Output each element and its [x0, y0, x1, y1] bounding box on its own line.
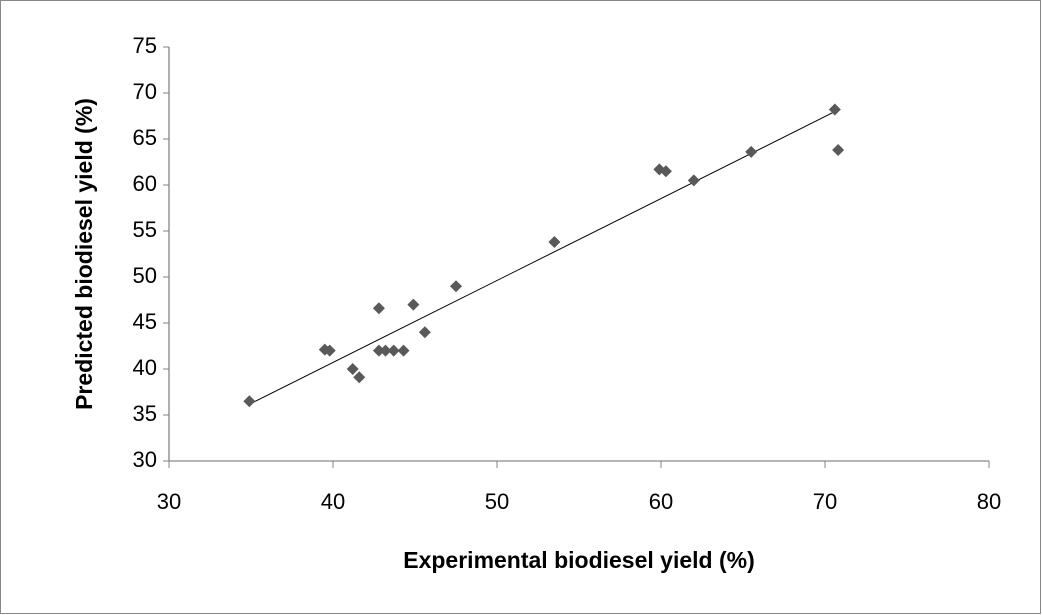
y-tick-label: 75	[133, 33, 157, 58]
y-tick-label: 50	[133, 263, 157, 288]
point	[353, 371, 366, 384]
point	[418, 326, 431, 339]
x-tick-label: 40	[321, 489, 345, 514]
point	[387, 344, 400, 357]
point	[372, 344, 385, 357]
y-tick-label: 30	[133, 447, 157, 472]
x-tick-label: 60	[649, 489, 673, 514]
y-tick-label: 35	[133, 401, 157, 426]
point	[659, 165, 672, 178]
point	[745, 145, 758, 158]
point	[397, 344, 410, 357]
x-axis-title: Experimental biodiesel yield (%)	[403, 547, 755, 573]
y-tick-label: 40	[133, 355, 157, 380]
x-tick-label: 50	[485, 489, 509, 514]
y-tick-label: 55	[133, 217, 157, 242]
x-tick-label: 70	[813, 489, 837, 514]
point	[828, 103, 841, 116]
point	[407, 298, 420, 311]
trendline	[249, 109, 839, 405]
y-tick-label: 65	[133, 125, 157, 150]
point	[379, 344, 392, 357]
y-tick-label: 60	[133, 171, 157, 196]
point	[832, 144, 845, 157]
y-tick-label: 45	[133, 309, 157, 334]
point	[548, 236, 561, 249]
point	[323, 344, 336, 357]
y-tick-label: 70	[133, 79, 157, 104]
y-axis-title: Predicted biodiesel yield (%)	[71, 98, 97, 410]
point	[687, 174, 700, 187]
x-tick-label: 80	[977, 489, 1001, 514]
x-tick-label: 30	[157, 489, 181, 514]
point	[450, 280, 462, 293]
point	[346, 363, 359, 375]
point	[372, 302, 385, 315]
point	[243, 395, 256, 408]
